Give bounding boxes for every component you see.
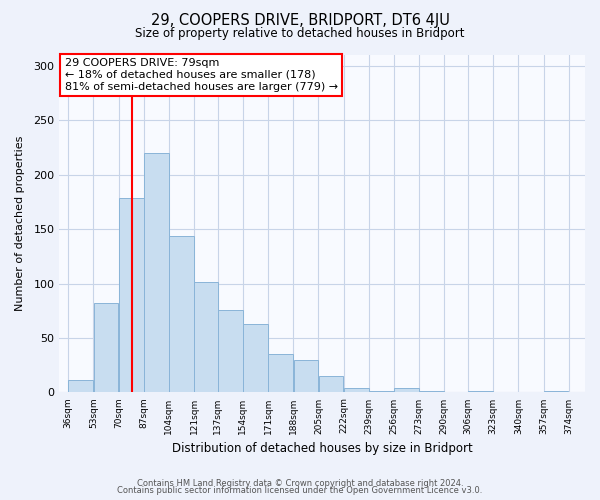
Bar	[319, 376, 343, 392]
Bar	[268, 354, 293, 393]
Text: 29 COOPERS DRIVE: 79sqm
← 18% of detached houses are smaller (178)
81% of semi-d: 29 COOPERS DRIVE: 79sqm ← 18% of detache…	[65, 58, 338, 92]
Bar	[144, 153, 169, 392]
Bar	[68, 380, 93, 392]
X-axis label: Distribution of detached houses by size in Bridport: Distribution of detached houses by size …	[172, 442, 473, 455]
Bar	[194, 282, 218, 393]
Bar	[218, 310, 243, 392]
Bar	[169, 236, 194, 392]
Bar	[119, 198, 143, 392]
Text: Size of property relative to detached houses in Bridport: Size of property relative to detached ho…	[135, 28, 465, 40]
Text: Contains public sector information licensed under the Open Government Licence v3: Contains public sector information licen…	[118, 486, 482, 495]
Bar	[394, 388, 419, 392]
Text: 29, COOPERS DRIVE, BRIDPORT, DT6 4JU: 29, COOPERS DRIVE, BRIDPORT, DT6 4JU	[151, 12, 449, 28]
Bar	[243, 324, 268, 392]
Bar	[94, 303, 118, 392]
Text: Contains HM Land Registry data © Crown copyright and database right 2024.: Contains HM Land Registry data © Crown c…	[137, 478, 463, 488]
Bar	[293, 360, 318, 392]
Y-axis label: Number of detached properties: Number of detached properties	[15, 136, 25, 312]
Bar	[344, 388, 368, 392]
